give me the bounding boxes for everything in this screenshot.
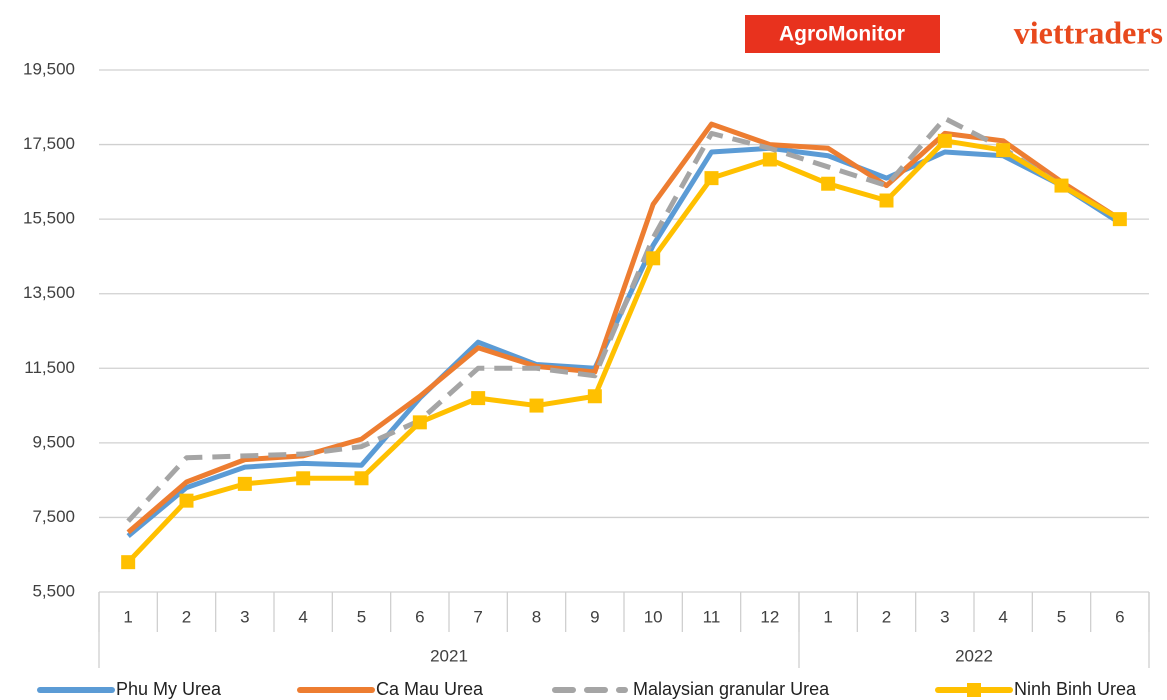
x-tick-label: 1 [123, 607, 132, 626]
x-tick-label: 3 [240, 607, 249, 626]
series-marker [879, 193, 894, 208]
x-tick-label: 5 [357, 607, 366, 626]
group-label: 2022 [955, 646, 993, 665]
series-marker [646, 251, 661, 266]
series-marker [1112, 212, 1127, 227]
x-tick-label: 7 [473, 607, 482, 626]
x-tick-label: 5 [1057, 607, 1066, 626]
y-tick-label: 11,500 [24, 358, 75, 377]
series-marker [237, 476, 252, 491]
series-marker [996, 143, 1011, 158]
logo-box [745, 15, 940, 53]
series-marker [762, 152, 777, 167]
y-tick-label: 9,500 [32, 432, 75, 451]
x-tick-label: 4 [298, 607, 307, 626]
series-line [126, 115, 1122, 523]
series-marker [412, 415, 427, 430]
x-tick-label: 8 [532, 607, 541, 626]
y-tick-label: 17,500 [23, 134, 75, 153]
x-tick-label: 10 [644, 607, 663, 626]
series-line [126, 121, 1122, 535]
x-tick-label: 6 [415, 607, 424, 626]
series-marker [354, 471, 369, 486]
x-tick-label: 9 [590, 607, 599, 626]
logo-right: viettraders [1014, 14, 1163, 50]
y-tick-label: 15,500 [23, 209, 75, 228]
legend-label: Phu My Urea [116, 679, 222, 699]
x-tick-label: 4 [998, 607, 1007, 626]
legend-label: Ninh Binh Urea [1014, 679, 1137, 699]
series-marker [704, 171, 719, 186]
y-tick-label: 19,500 [23, 59, 75, 78]
y-tick-label: 5,500 [32, 581, 75, 600]
x-tick-label: 6 [1115, 607, 1124, 626]
x-tick-label: 12 [760, 607, 779, 626]
logo-left: AgroMonitor [779, 23, 905, 46]
series-marker [471, 391, 486, 406]
x-tick-label: 11 [703, 607, 721, 626]
series-line [126, 145, 1122, 538]
x-tick-label: 1 [823, 607, 832, 626]
series-marker [529, 398, 544, 413]
series-marker [179, 493, 194, 508]
legend-label: Ca Mau Urea [376, 679, 484, 699]
group-label: 2021 [430, 646, 468, 665]
series-marker [296, 471, 311, 486]
legend-marker [967, 683, 981, 697]
x-tick-label: 2 [882, 607, 891, 626]
series-marker [937, 133, 952, 148]
series-marker [821, 176, 836, 191]
series-marker [121, 555, 136, 570]
x-tick-label: 3 [940, 607, 949, 626]
series-marker [1054, 178, 1069, 193]
y-tick-label: 13,500 [23, 283, 75, 302]
series-marker [587, 389, 602, 404]
y-tick-label: 7,500 [32, 507, 75, 526]
x-tick-label: 2 [182, 607, 191, 626]
legend-label: Malaysian granular Urea [633, 679, 830, 699]
series-line [126, 138, 1122, 564]
